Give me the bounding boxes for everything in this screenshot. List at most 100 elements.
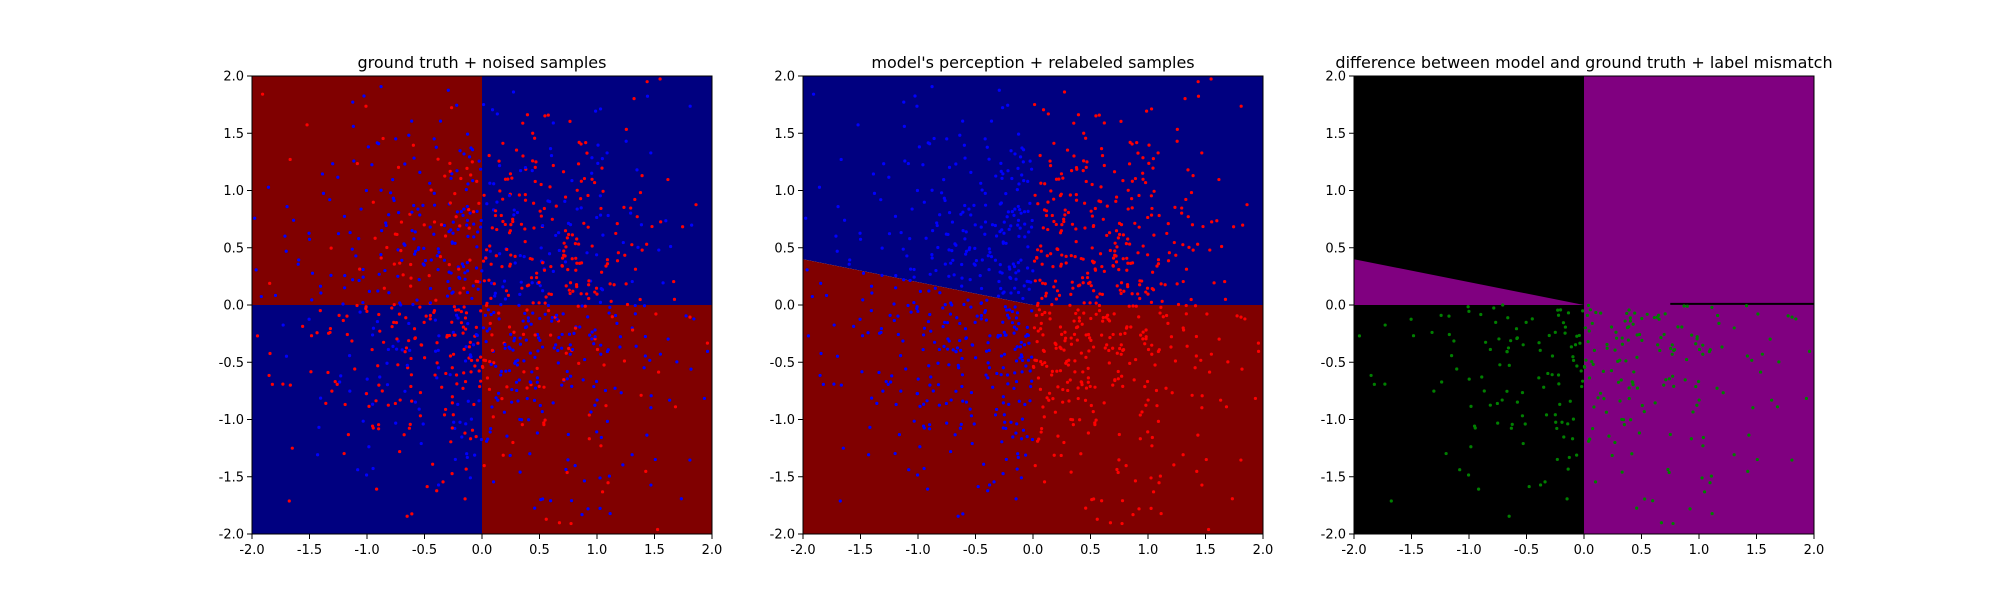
sample-point	[398, 261, 402, 265]
sample-point	[1117, 268, 1121, 272]
sample-point	[956, 514, 960, 518]
sample-point	[467, 208, 471, 212]
mismatch-point	[1626, 338, 1630, 342]
sample-point	[472, 222, 476, 226]
sample-point	[930, 85, 934, 89]
sample-point	[1064, 361, 1068, 365]
sample-point	[371, 200, 375, 204]
sample-point	[961, 229, 965, 233]
sample-point	[906, 303, 910, 308]
mismatch-point	[1497, 337, 1501, 341]
sample-point	[621, 463, 625, 467]
sample-point	[1017, 322, 1021, 326]
sample-point	[605, 258, 610, 262]
sample-point	[1146, 398, 1150, 402]
sample-point	[1062, 219, 1066, 224]
sample-point	[1067, 399, 1071, 403]
sample-point	[1054, 297, 1059, 301]
sample-point	[659, 220, 663, 224]
mismatch-point	[1584, 358, 1588, 362]
sample-point	[507, 194, 512, 198]
sample-point	[1240, 367, 1244, 371]
y-tick-label: 1.5	[1325, 127, 1346, 142]
sample-point	[367, 445, 371, 449]
sample-point	[527, 418, 531, 422]
mismatch-point	[1480, 375, 1484, 379]
sample-point	[1073, 359, 1077, 363]
sample-point	[391, 344, 395, 348]
sample-point	[613, 386, 617, 390]
sample-point	[949, 301, 953, 305]
sample-point	[458, 224, 462, 228]
sample-point	[633, 303, 637, 308]
sample-point	[595, 253, 599, 257]
sample-point	[465, 223, 469, 227]
mismatch-point	[1467, 377, 1471, 381]
sample-point	[421, 422, 425, 426]
region-blue	[803, 76, 1263, 305]
mismatch-point	[1591, 426, 1595, 431]
sample-point	[989, 255, 994, 259]
x-tick-label: 1.0	[587, 543, 608, 558]
mismatch-point	[1520, 390, 1525, 395]
sample-point	[307, 231, 311, 235]
mismatch-point	[1618, 399, 1622, 403]
sample-point	[435, 254, 439, 258]
sample-point	[645, 94, 650, 98]
sample-point	[945, 137, 949, 141]
sample-point	[590, 337, 594, 341]
sample-point	[994, 234, 999, 238]
sample-point	[1089, 209, 1093, 213]
sample-point	[931, 229, 935, 233]
sample-point	[1072, 332, 1077, 336]
sample-point	[1052, 285, 1056, 289]
sample-point	[1041, 348, 1046, 352]
sample-point	[485, 301, 489, 305]
sample-point	[409, 276, 413, 280]
sample-point	[1061, 387, 1065, 392]
sample-point	[673, 405, 678, 409]
sample-point	[428, 317, 432, 321]
sample-point	[839, 157, 843, 162]
sample-point	[1091, 345, 1096, 349]
sample-point	[1076, 308, 1080, 312]
sample-point	[421, 262, 425, 266]
sample-point	[634, 344, 638, 348]
sample-point	[1017, 234, 1021, 238]
sample-point	[1012, 213, 1016, 217]
mismatch-point	[1643, 497, 1647, 501]
sample-point	[592, 384, 596, 389]
region	[482, 305, 712, 534]
sample-point	[575, 261, 579, 265]
sample-point	[1048, 317, 1052, 321]
sample-point	[1091, 410, 1095, 414]
sample-point	[918, 445, 922, 449]
mismatch-point	[1635, 355, 1639, 359]
sample-point	[966, 298, 970, 302]
sample-point	[987, 247, 991, 251]
sample-point	[412, 203, 416, 208]
sample-point	[1212, 281, 1216, 285]
sample-point	[1050, 373, 1054, 377]
sample-point	[442, 223, 446, 228]
sample-point	[511, 217, 515, 221]
y-tick-label: 1.0	[223, 184, 244, 199]
mismatch-point	[1672, 348, 1677, 352]
sample-point	[598, 506, 602, 510]
sample-point	[491, 480, 496, 484]
sample-point	[1017, 182, 1021, 186]
mismatch-point	[1618, 358, 1622, 362]
sample-point	[428, 286, 433, 291]
sample-point	[962, 143, 966, 147]
sample-point	[615, 259, 620, 263]
sample-point	[972, 422, 976, 426]
sample-point	[952, 273, 956, 277]
sample-point	[818, 373, 822, 378]
sample-point	[1044, 209, 1049, 213]
sample-point	[624, 139, 628, 143]
sample-point	[1013, 152, 1017, 156]
sample-point	[456, 402, 460, 406]
sample-point	[621, 240, 625, 245]
region-purple-right	[1584, 76, 1814, 534]
sample-point	[1134, 357, 1138, 362]
